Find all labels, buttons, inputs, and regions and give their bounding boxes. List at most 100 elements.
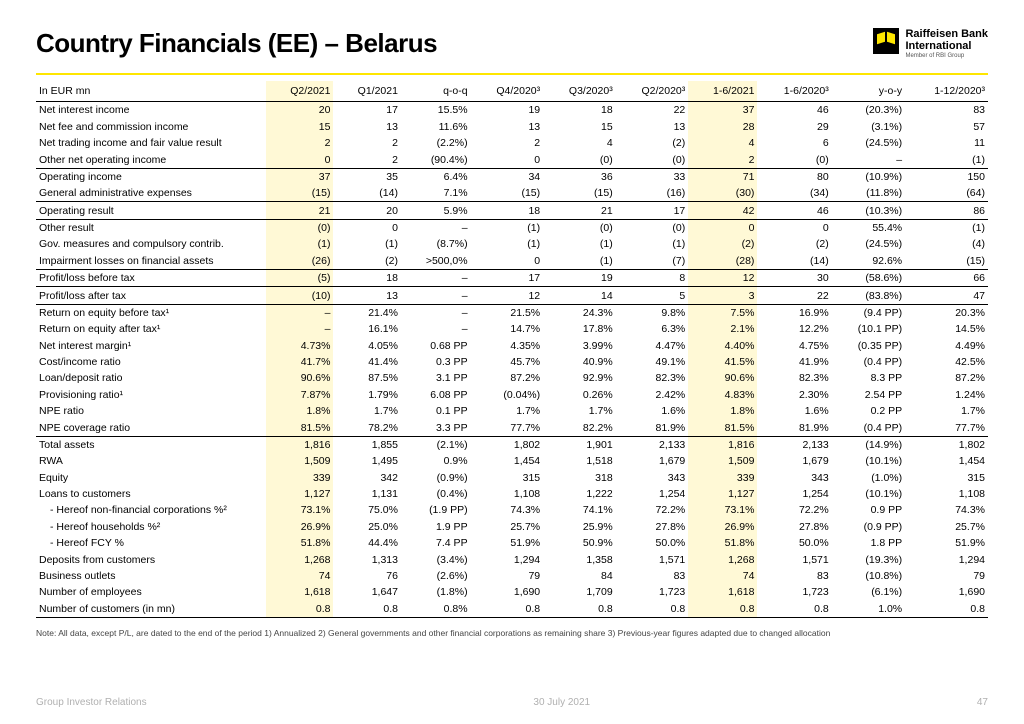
cell: 17.8% <box>543 321 616 337</box>
cell: 343 <box>616 469 689 485</box>
row-label: Impairment losses on financial assets <box>36 253 266 270</box>
cell: 13 <box>616 119 689 135</box>
cell: (11.8%) <box>832 185 905 202</box>
cell: 1,268 <box>688 551 757 567</box>
cell: 1,679 <box>757 453 831 469</box>
cell: 4.40% <box>688 337 757 353</box>
cell: (10.1%) <box>832 453 905 469</box>
cell: 1,127 <box>688 486 757 502</box>
cell: 1,268 <box>266 551 333 567</box>
logo-icon <box>873 28 899 54</box>
cell: 7.5% <box>688 304 757 321</box>
cell: (0.04%) <box>471 387 544 403</box>
cell: 28 <box>688 119 757 135</box>
cell: 21 <box>266 202 333 219</box>
cell: 1,816 <box>688 436 757 453</box>
row-label: Net interest margin¹ <box>36 337 266 353</box>
cell: – <box>401 321 471 337</box>
col-header: Q2/2021 <box>266 81 333 102</box>
table-row: Return on equity after tax¹–16.1%–14.7%1… <box>36 321 988 337</box>
cell: 1.9 PP <box>401 519 471 535</box>
col-header: Q1/2021 <box>333 81 400 102</box>
cell: 8.3 PP <box>832 370 905 386</box>
cell: (10.1 PP) <box>832 321 905 337</box>
header: Country Financials (EE) – Belarus Raiffe… <box>36 28 988 59</box>
cell: 25.7% <box>905 519 988 535</box>
cell: 1,679 <box>616 453 689 469</box>
table-row: - Hereof non-financial corporations %²73… <box>36 502 988 518</box>
cell: 87.2% <box>471 370 544 386</box>
brand-line1: Raiffeisen Bank <box>905 28 988 40</box>
cell: 37 <box>688 102 757 119</box>
cell: 0.3 PP <box>401 354 471 370</box>
table-row: Number of employees1,6181,647(1.8%)1,690… <box>36 584 988 600</box>
cell: (1) <box>543 253 616 270</box>
row-label: Operating result <box>36 202 266 219</box>
cell: (16) <box>616 185 689 202</box>
row-label: Number of employees <box>36 584 266 600</box>
cell: (26) <box>266 253 333 270</box>
cell: (9.4 PP) <box>832 304 905 321</box>
cell: 2.42% <box>616 387 689 403</box>
cell: 1,816 <box>266 436 333 453</box>
cell: 41.7% <box>266 354 333 370</box>
cell: 13 <box>333 287 400 304</box>
cell: 82.3% <box>757 370 831 386</box>
cell: 1,690 <box>471 584 544 600</box>
cell: (1) <box>905 151 988 168</box>
financials-table: In EUR mnQ2/2021Q1/2021q-o-qQ4/2020³Q3/2… <box>36 81 988 618</box>
cell: 50.0% <box>616 535 689 551</box>
row-label: Total assets <box>36 436 266 453</box>
cell: 1,571 <box>616 551 689 567</box>
cell: 14.5% <box>905 321 988 337</box>
cell: 0.8 <box>688 600 757 617</box>
row-label: Other net operating income <box>36 151 266 168</box>
cell: (0) <box>266 219 333 236</box>
cell: (34) <box>757 185 831 202</box>
cell: 1,127 <box>266 486 333 502</box>
cell: 73.1% <box>688 502 757 518</box>
cell: – <box>266 304 333 321</box>
cell: 50.9% <box>543 535 616 551</box>
cell: 21.5% <box>471 304 544 321</box>
cell: 1,618 <box>266 584 333 600</box>
cell: (14.9%) <box>832 436 905 453</box>
cell: (2.2%) <box>401 135 471 151</box>
cell: – <box>401 219 471 236</box>
cell: 2,133 <box>616 436 689 453</box>
cell: 1.0% <box>832 600 905 617</box>
table-row: Operating result21205.9%1821174246(10.3%… <box>36 202 988 219</box>
cell: 7.1% <box>401 185 471 202</box>
cell: 75.0% <box>333 502 400 518</box>
cell: 0.8 <box>471 600 544 617</box>
cell: 15 <box>266 119 333 135</box>
cell: 25.0% <box>333 519 400 535</box>
cell: 0.9% <box>401 453 471 469</box>
cell: 22 <box>757 287 831 304</box>
row-label: Deposits from customers <box>36 551 266 567</box>
footer-left: Group Investor Relations <box>36 697 147 708</box>
cell: 18 <box>333 269 400 286</box>
cell: 20 <box>266 102 333 119</box>
table-row: Business outlets7476(2.6%)7984837483(10.… <box>36 568 988 584</box>
cell: (1.8%) <box>401 584 471 600</box>
cell: 4.83% <box>688 387 757 403</box>
cell: 27.8% <box>757 519 831 535</box>
cell: (1.0%) <box>832 469 905 485</box>
cell: (14) <box>757 253 831 270</box>
cell: 1.7% <box>471 403 544 419</box>
cell: 20.3% <box>905 304 988 321</box>
row-label: NPE coverage ratio <box>36 419 266 436</box>
cell: 82.2% <box>543 419 616 436</box>
cell: (2) <box>616 135 689 151</box>
cell: 3.1 PP <box>401 370 471 386</box>
cell: >500,0% <box>401 253 471 270</box>
cell: 51.8% <box>266 535 333 551</box>
cell: 30 <box>757 269 831 286</box>
cell: 0.8 <box>905 600 988 617</box>
cell: 2.54 PP <box>832 387 905 403</box>
cell: 1,855 <box>333 436 400 453</box>
table-row: Net trading income and fair value result… <box>36 135 988 151</box>
cell: (1.9 PP) <box>401 502 471 518</box>
cell: 6.4% <box>401 168 471 185</box>
